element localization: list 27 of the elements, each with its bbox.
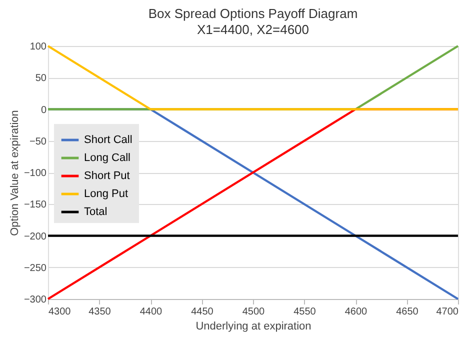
x-axis-title: Underlying at expiration bbox=[196, 320, 312, 332]
x-tick-label: 4300 bbox=[48, 306, 72, 318]
x-tick-label: 4600 bbox=[344, 306, 368, 318]
x-tick-label: 4450 bbox=[191, 306, 214, 318]
y-tick-label: −50 bbox=[30, 136, 47, 148]
y-tick-label: −300 bbox=[24, 294, 47, 306]
x-tick-label: 4650 bbox=[396, 306, 419, 318]
x-tick-label: 4400 bbox=[140, 306, 163, 318]
y-axis-title: Option Value at expiration bbox=[8, 110, 21, 236]
y-tick-label: −100 bbox=[24, 168, 47, 179]
y-tick-label: 100 bbox=[30, 42, 47, 52]
x-tick-label: 4550 bbox=[294, 306, 316, 318]
legend-label: Long Call bbox=[84, 152, 130, 164]
x-tick-label: 4700 bbox=[436, 306, 459, 318]
x-tick-label: 4500 bbox=[242, 306, 266, 318]
x-tick-label: 4350 bbox=[88, 306, 112, 318]
legend-label: Short Put bbox=[84, 170, 130, 182]
y-tick-label: 0 bbox=[40, 104, 47, 116]
legend-label: Short Call bbox=[84, 134, 132, 146]
chart-subtitle: X1=4400, X2=4600 bbox=[196, 22, 310, 37]
y-tick-label: −200 bbox=[24, 231, 47, 242]
y-tick-label: −250 bbox=[24, 262, 47, 274]
y-tick-label: 50 bbox=[35, 73, 47, 84]
legend-label: Long Put bbox=[84, 188, 128, 200]
y-tick-label: −150 bbox=[24, 200, 47, 211]
chart-title: Box Spread Options Payoff Diagram bbox=[148, 6, 358, 21]
legend-label: Total bbox=[84, 206, 108, 218]
